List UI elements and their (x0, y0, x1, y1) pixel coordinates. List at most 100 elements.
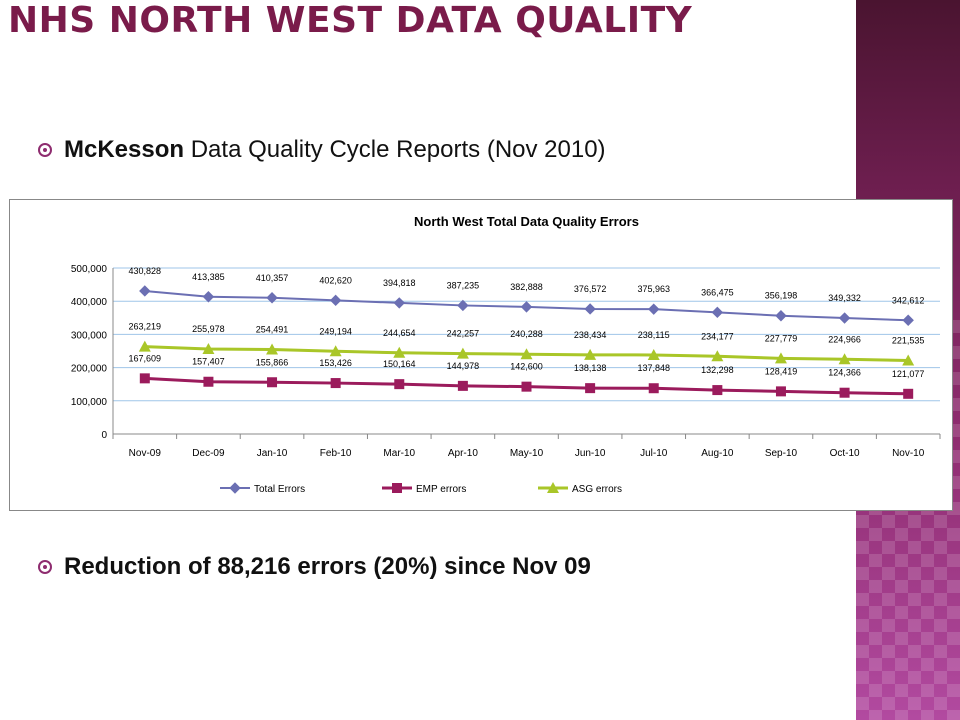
data-point (457, 380, 468, 391)
data-point (393, 346, 406, 358)
data-point (520, 348, 533, 360)
data-label: 132,298 (701, 365, 734, 375)
data-point (329, 345, 342, 357)
y-tick-label: 0 (101, 430, 107, 441)
data-point (456, 347, 469, 359)
legend-marker (392, 483, 402, 493)
bullet-icon (38, 143, 52, 157)
data-point (520, 301, 533, 313)
data-point (838, 353, 851, 365)
data-point (139, 373, 150, 384)
x-tick-label: Apr-10 (448, 448, 478, 459)
data-point (774, 352, 787, 364)
data-label: 263,219 (129, 322, 162, 332)
data-point (838, 312, 851, 324)
data-point (647, 348, 660, 360)
y-tick-label: 400,000 (71, 297, 108, 308)
x-tick-label: Jan-10 (257, 448, 288, 459)
data-point (330, 378, 341, 389)
data-point (202, 291, 215, 303)
data-point (266, 343, 279, 355)
data-point (648, 383, 659, 394)
data-label: 249,194 (319, 326, 352, 336)
data-label: 234,177 (701, 331, 734, 341)
x-tick-label: Dec-09 (192, 448, 225, 459)
y-tick-label: 200,000 (71, 364, 108, 375)
x-tick-label: Aug-10 (701, 448, 734, 459)
data-label: 167,609 (129, 353, 162, 363)
data-label: 375,963 (637, 284, 670, 294)
data-label: 224,966 (828, 334, 861, 344)
data-label: 138,138 (574, 363, 607, 373)
data-point (584, 303, 596, 315)
data-point (902, 354, 915, 366)
data-label: 240,288 (510, 329, 543, 339)
legend-marker (229, 482, 241, 494)
bullet-text: Data Quality Cycle Reports (Nov 2010) (184, 136, 606, 163)
x-tick-label: Sep-10 (765, 448, 798, 459)
data-label: 238,434 (574, 330, 607, 340)
bullet-bold-text: McKesson (64, 136, 185, 163)
data-label: 157,407 (192, 357, 225, 367)
data-label: 382,888 (510, 282, 543, 292)
data-label: 227,779 (765, 333, 798, 343)
legend-label: ASG errors (572, 484, 622, 495)
data-point (775, 310, 787, 322)
data-label: 238,115 (638, 330, 670, 340)
data-label: 153,426 (319, 358, 352, 368)
bullet-reduction-summary: Reduction of 88,216 errors (20%) since N… (38, 553, 591, 581)
data-label: 349,332 (828, 293, 861, 303)
data-point (394, 379, 405, 390)
data-label: 356,198 (765, 291, 798, 301)
x-tick-label: Jun-10 (575, 448, 606, 459)
data-point (203, 376, 214, 387)
data-label: 242,257 (447, 329, 480, 339)
data-label: 221,535 (892, 335, 925, 345)
data-label: 402,620 (319, 275, 352, 285)
data-label: 128,419 (765, 366, 798, 376)
data-label: 366,475 (701, 287, 734, 297)
data-label: 387,235 (447, 280, 480, 290)
chart-container: North West Total Data Quality Errors 0 100… (9, 199, 953, 511)
data-point (139, 285, 151, 297)
data-label: 144,978 (447, 361, 480, 371)
data-label: 430,828 (129, 266, 162, 276)
x-tick-label: Jul-10 (640, 448, 668, 459)
slide-title: NHS North West Data Quality (8, 0, 693, 41)
x-tick-label: Nov-09 (129, 448, 162, 459)
legend-label: EMP errors (416, 484, 466, 495)
data-point (521, 381, 532, 392)
data-point (711, 350, 724, 362)
data-point (393, 297, 405, 309)
data-point (202, 343, 215, 355)
data-label: 150,164 (383, 359, 416, 369)
x-tick-label: Oct-10 (830, 448, 860, 459)
chart-title: North West Total Data Quality Errors (414, 214, 639, 229)
bullet-icon (38, 560, 52, 574)
data-label: 124,366 (828, 368, 861, 378)
x-tick-label: Mar-10 (383, 448, 415, 459)
legend-marker (547, 482, 559, 493)
data-point (902, 314, 914, 326)
legend-label: Total Errors (254, 484, 305, 495)
data-point (329, 294, 342, 307)
data-label: 155,866 (256, 357, 289, 367)
data-point (903, 388, 914, 399)
data-label: 244,654 (383, 328, 416, 338)
data-point (585, 383, 596, 394)
data-label: 255,978 (192, 324, 225, 334)
data-label: 342,612 (892, 295, 925, 305)
x-tick-label: May-10 (510, 448, 544, 459)
data-point (648, 303, 660, 315)
data-point (138, 340, 151, 352)
line-chart: North West Total Data Quality Errors 0 100… (71, 214, 941, 495)
data-label: 376,572 (574, 284, 607, 294)
data-label: 121,077 (892, 369, 925, 379)
y-tick-label: 300,000 (71, 330, 108, 341)
data-point (712, 385, 723, 396)
data-point (457, 299, 469, 312)
data-label: 137,848 (637, 363, 670, 373)
data-point (584, 348, 597, 360)
bullet-text: Reduction of 88,216 errors (20%) since N… (64, 553, 591, 580)
data-point (839, 387, 850, 398)
